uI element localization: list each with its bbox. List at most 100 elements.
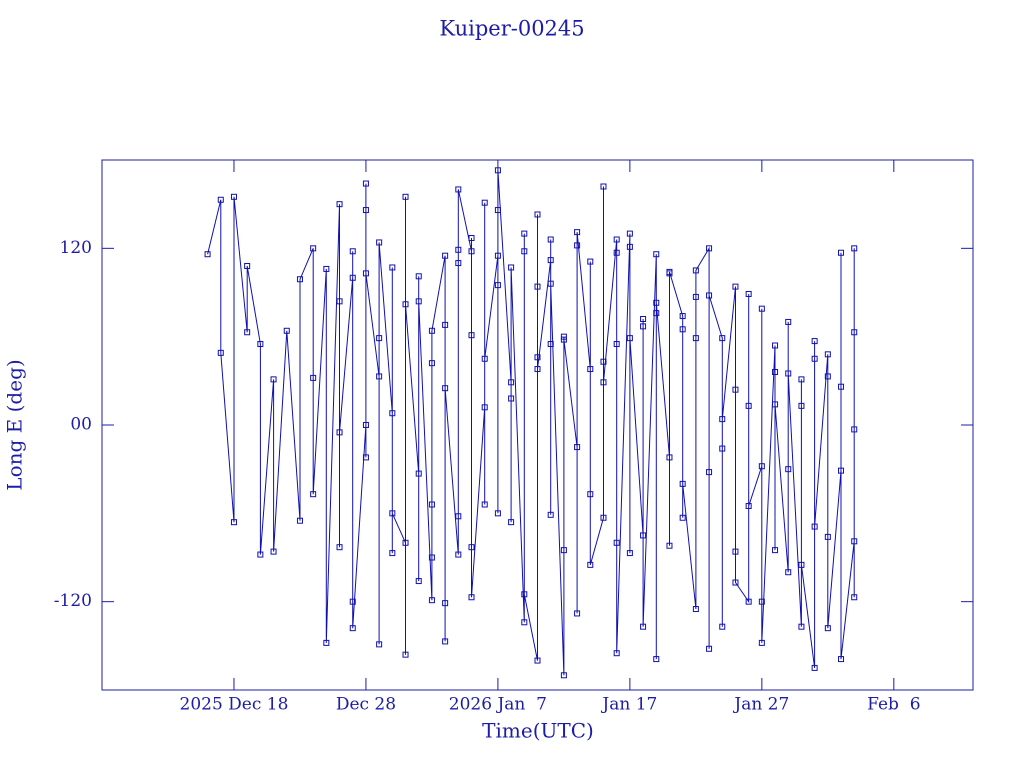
data-point xyxy=(336,429,343,436)
data-point xyxy=(772,547,779,554)
data-point xyxy=(455,551,462,558)
data-point xyxy=(626,230,633,237)
data-point xyxy=(706,245,713,252)
data-point xyxy=(521,591,528,598)
data-point xyxy=(653,299,660,306)
data-point xyxy=(349,274,356,281)
data-point xyxy=(587,561,594,568)
data-point xyxy=(547,236,554,243)
data-point xyxy=(758,305,765,312)
data-point xyxy=(349,625,356,632)
data-point xyxy=(679,326,686,333)
data-point xyxy=(217,196,224,203)
data-point xyxy=(560,336,567,343)
data-point xyxy=(244,329,251,336)
data-point xyxy=(798,561,805,568)
x-axis-label: Time(UTC) xyxy=(482,719,594,743)
data-point xyxy=(772,342,779,349)
data-point xyxy=(613,249,620,256)
data-point xyxy=(415,273,422,280)
data-point xyxy=(547,511,554,518)
data-point xyxy=(336,201,343,208)
data-point xyxy=(376,373,383,380)
data-point xyxy=(442,252,449,259)
data-point xyxy=(574,610,581,617)
data-point xyxy=(758,463,765,470)
data-point xyxy=(257,551,264,558)
data-point xyxy=(494,510,501,517)
data-point xyxy=(851,245,858,252)
data-point xyxy=(455,513,462,520)
data-point xyxy=(626,335,633,342)
data-point xyxy=(428,554,435,561)
data-point xyxy=(336,544,343,551)
data-point xyxy=(692,293,699,300)
data-point xyxy=(811,523,818,530)
data-point xyxy=(732,579,739,586)
data-point xyxy=(626,550,633,557)
data-point xyxy=(587,491,594,498)
data-point xyxy=(296,517,303,524)
data-point xyxy=(310,245,317,252)
data-point xyxy=(640,323,647,330)
data-point xyxy=(204,251,211,258)
data-line xyxy=(207,170,855,676)
data-point xyxy=(640,532,647,539)
data-point xyxy=(349,598,356,605)
data-point xyxy=(508,379,515,386)
x-tick-label: Jan 17 xyxy=(600,695,657,715)
data-point xyxy=(376,239,383,246)
data-point xyxy=(692,335,699,342)
x-tick-label: 2025 Dec 18 xyxy=(180,695,289,715)
data-point xyxy=(534,283,541,290)
data-point xyxy=(534,366,541,373)
data-point xyxy=(785,569,792,576)
data-point xyxy=(640,623,647,630)
data-point xyxy=(653,251,660,258)
data-point xyxy=(613,341,620,348)
data-point xyxy=(230,519,237,526)
data-point xyxy=(613,236,620,243)
data-point xyxy=(547,280,554,287)
data-point xyxy=(824,373,831,380)
data-point xyxy=(310,374,317,381)
data-point xyxy=(587,366,594,373)
data-point xyxy=(838,656,845,663)
data-point xyxy=(494,282,501,289)
data-point xyxy=(362,422,369,428)
data-point xyxy=(508,264,515,271)
data-point xyxy=(534,354,541,361)
data-point xyxy=(838,467,845,474)
data-point xyxy=(745,502,752,509)
chart-title: Kuiper-00245 xyxy=(439,17,584,41)
data-point xyxy=(732,386,739,393)
data-point xyxy=(468,248,475,255)
data-point xyxy=(719,445,726,452)
data-point xyxy=(706,645,713,652)
data-point xyxy=(811,355,818,362)
data-point xyxy=(508,519,515,526)
data-point xyxy=(481,355,488,362)
data-point xyxy=(600,183,607,190)
x-tick-label: Dec 28 xyxy=(336,695,396,715)
x-tick-label: Feb 6 xyxy=(867,695,920,715)
data-point xyxy=(389,550,396,557)
data-point xyxy=(574,242,581,249)
data-point xyxy=(719,416,726,423)
data-point xyxy=(362,270,369,277)
data-point xyxy=(481,501,488,508)
data-point xyxy=(481,404,488,411)
data-point xyxy=(785,318,792,325)
data-point xyxy=(442,321,449,328)
data-point xyxy=(244,263,251,269)
data-point xyxy=(362,207,369,214)
data-point xyxy=(389,410,396,417)
data-point xyxy=(653,656,660,663)
data-point xyxy=(402,301,409,308)
data-point xyxy=(468,235,475,242)
data-point xyxy=(415,298,422,305)
data-point xyxy=(560,672,567,679)
data-point xyxy=(613,539,620,546)
data-point xyxy=(534,211,541,218)
